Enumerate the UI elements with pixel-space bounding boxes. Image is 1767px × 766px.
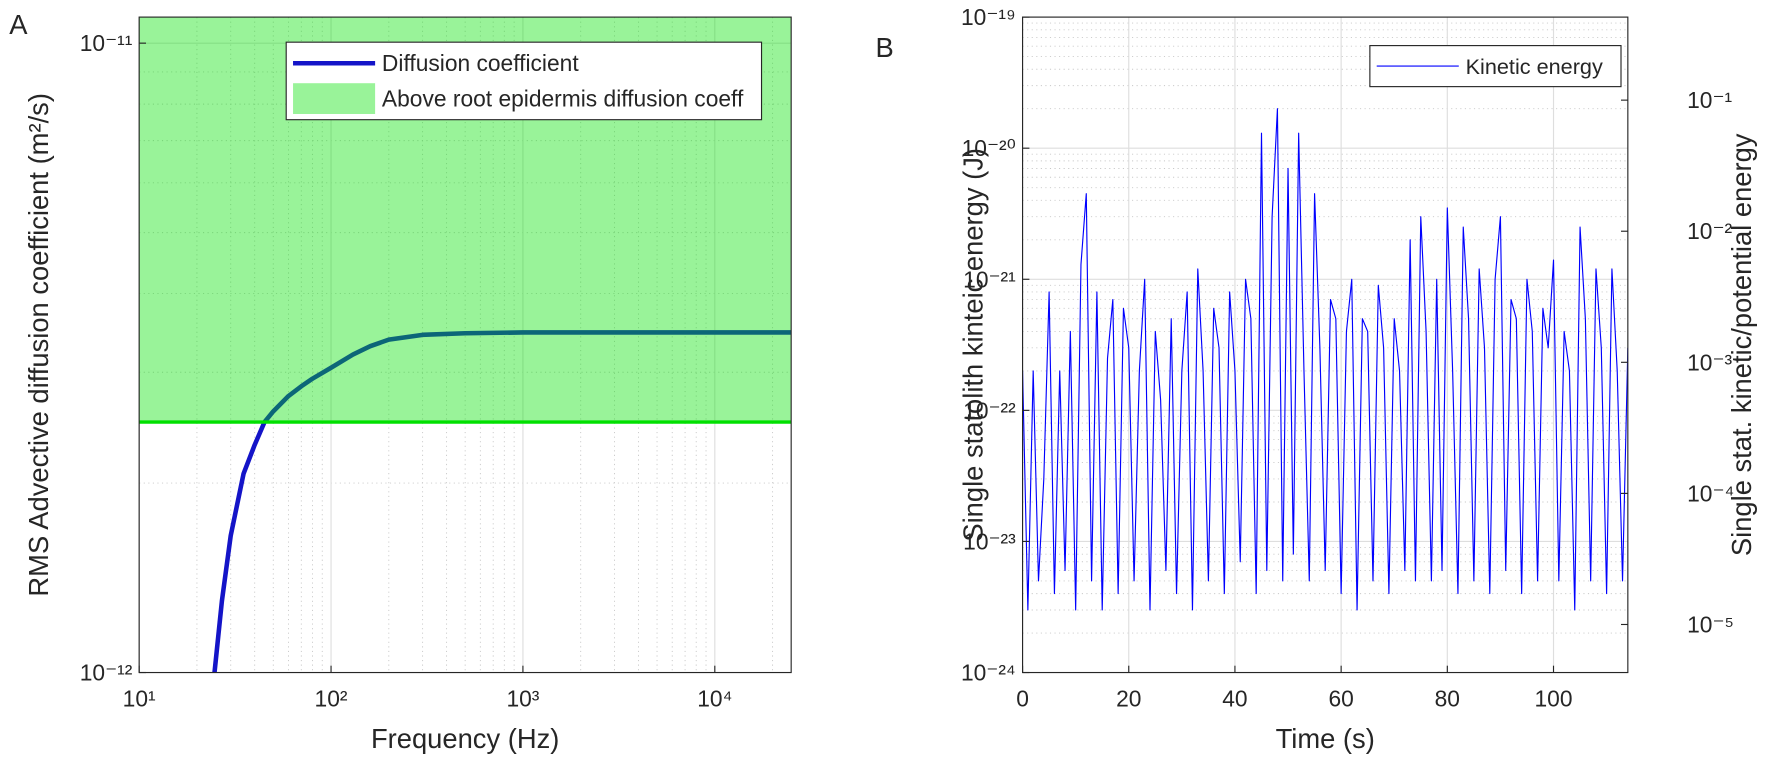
y2-tick-label: 10⁻¹ (1687, 87, 1732, 113)
y-axis-label: Single statolith kinteic energy (J) (958, 148, 989, 542)
y-tick-label: 10⁻¹⁹ (961, 4, 1016, 30)
x-tick-label: 0 (1016, 686, 1029, 712)
x-axis-label: Time (s) (1276, 723, 1375, 754)
x-tick-label: 10² (315, 686, 348, 712)
legend-swatch (293, 83, 376, 114)
y-tick-label: 10⁻¹² (80, 660, 133, 686)
x-tick-label: 60 (1328, 686, 1353, 712)
x-axis-label: Frequency (Hz) (371, 723, 559, 754)
y2-axis-label: Single stat. kinetic/potential energy (1726, 133, 1757, 556)
y-axis-label: RMS Advective diffusion coefficient (m²/… (23, 93, 54, 597)
x-tick-label: 10³ (506, 686, 539, 712)
legend-label: Above root epidermis diffusion coeff (382, 86, 744, 112)
data-line (212, 330, 792, 673)
plot-area (139, 17, 792, 673)
x-tick-label: 10¹ (123, 686, 156, 712)
legend: Kinetic energy (1369, 45, 1622, 88)
legend: Diffusion coefficient Above root epidermi… (285, 41, 763, 121)
legend-box (285, 41, 763, 121)
x-tick-label: 100 (1535, 686, 1573, 712)
x-tick-label: 80 (1435, 686, 1460, 712)
x-tick-label: 10⁴ (697, 686, 732, 712)
y2-tick-label: 10⁻² (1687, 218, 1732, 244)
y2-tick-label: 10⁻⁵ (1687, 611, 1734, 637)
panel-label: B (876, 32, 894, 63)
y2-tick-label: 10⁻⁴ (1687, 480, 1734, 506)
y2-tick-label: 10⁻³ (1687, 349, 1732, 375)
legend-label: Diffusion coefficient (382, 50, 579, 76)
axes-box (138, 16, 792, 674)
data-line (1022, 108, 1628, 611)
y-tick-label: 10⁻²⁴ (961, 660, 1016, 686)
y-tick-label: 10⁻²³ (963, 528, 1016, 554)
y-tick-label: 10⁻¹¹ (80, 30, 133, 56)
y-tick-label: 10⁻²⁰ (962, 135, 1016, 161)
x-tick-label: 20 (1116, 686, 1141, 712)
x-tick-label: 40 (1222, 686, 1247, 712)
y-tick-label: 10⁻²² (963, 397, 1016, 423)
legend-label: Kinetic energy (1466, 54, 1603, 79)
axes-box (1021, 16, 1629, 674)
panel-label: A (9, 9, 28, 40)
y-tick-label: 10⁻²¹ (963, 266, 1016, 292)
